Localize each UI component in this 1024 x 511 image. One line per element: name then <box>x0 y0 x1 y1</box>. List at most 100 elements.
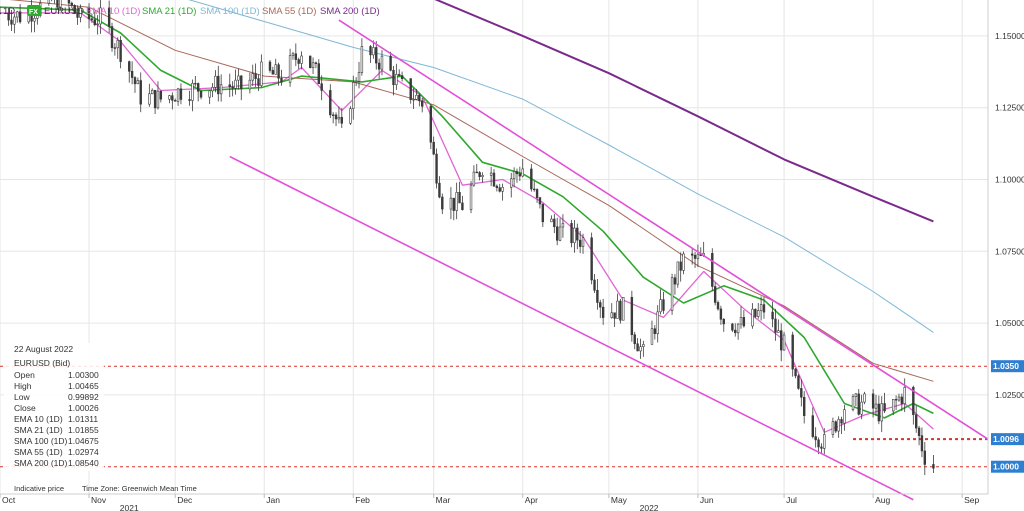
candle-body <box>917 427 921 436</box>
candle-body <box>392 69 395 86</box>
candle-body <box>860 401 863 415</box>
info-row-label: SMA 55 (1D) <box>14 447 63 457</box>
candle-body <box>119 39 122 62</box>
x-year-label: 2022 <box>640 503 659 511</box>
channel-upper-line[interactable] <box>338 19 989 440</box>
candle-body <box>777 330 780 333</box>
candle-body <box>923 450 927 465</box>
sma55-line <box>9 0 934 382</box>
candle-body <box>90 18 94 21</box>
candle-body <box>863 393 866 403</box>
info-row-label: SMA 21 (1D) <box>14 425 63 435</box>
sma200-line <box>434 0 934 223</box>
fx-badge-label: FX <box>29 9 38 16</box>
candle-body <box>576 227 579 241</box>
y-axis-ticks: 1.15000 1.12500 1.10000 1.07500 1.05000 1.025… <box>995 31 1024 400</box>
candle-body <box>110 26 114 48</box>
candle-body <box>107 7 111 27</box>
candle-body <box>415 94 418 100</box>
legend-sma21[interactable]: SMA 21 (1D) <box>142 6 196 17</box>
candle-body <box>800 388 803 398</box>
candle-body <box>495 185 499 188</box>
candle-body <box>59 0 62 8</box>
candle-body <box>47 0 51 4</box>
candle-body <box>248 79 252 90</box>
candle-body <box>719 308 723 320</box>
candle-body <box>593 279 596 291</box>
info-row-label: Close <box>14 403 36 413</box>
candle-body <box>690 253 694 256</box>
candle-body <box>754 308 757 317</box>
candle-body <box>682 253 685 271</box>
candle-body <box>555 226 559 241</box>
info-row-label: High <box>14 381 32 391</box>
info-row-label: Low <box>14 392 30 402</box>
x-tick-label: May <box>611 495 628 505</box>
channel-lower-line[interactable] <box>229 155 914 501</box>
candle-body <box>578 239 582 247</box>
candle-body <box>237 75 240 81</box>
axes <box>0 0 989 495</box>
candle-body <box>432 141 435 155</box>
candle-body <box>932 464 935 469</box>
candle-body <box>191 83 194 101</box>
candle-body <box>380 55 384 70</box>
candle-body <box>742 317 746 327</box>
candle-body <box>291 53 295 56</box>
legend-symbol[interactable]: EURUSD <box>44 6 84 17</box>
candle-body <box>734 329 737 334</box>
info-row-label: EMA 10 (1D) <box>14 414 63 424</box>
candle-body <box>851 396 855 410</box>
candle-body <box>596 289 599 303</box>
price-tag <box>991 460 1024 473</box>
candle-body <box>573 227 576 244</box>
candle-body <box>530 168 533 190</box>
candle-body <box>360 46 364 73</box>
candle-body <box>389 55 392 71</box>
candle-body <box>176 88 180 102</box>
candle-body <box>912 386 915 416</box>
candle-body <box>751 308 754 327</box>
moving-averages <box>0 0 934 433</box>
candle-body <box>794 368 797 377</box>
ohlc-info-panel: 22 August 2022 EURUSD (Bid) Open 1.00300 H… <box>4 343 104 471</box>
candle-body <box>498 187 501 192</box>
candle-body <box>642 344 645 347</box>
candle-body <box>676 261 680 285</box>
candle-body <box>452 197 455 211</box>
price-tag-label: 1.0350 <box>993 361 1019 371</box>
candle-body <box>354 80 358 83</box>
info-row-value: 1.04675 <box>68 436 99 446</box>
candle-body <box>802 396 806 416</box>
candle-body <box>271 70 275 75</box>
y-tick-label: 1.12500 <box>995 103 1024 113</box>
candle-body <box>268 61 272 71</box>
candle-body <box>214 75 217 88</box>
candle-body <box>840 419 843 424</box>
candle-body <box>70 2 74 6</box>
candle-body <box>217 75 220 95</box>
candle-body <box>883 403 886 412</box>
candle-body <box>458 192 461 204</box>
candle-body <box>93 19 96 26</box>
candle-body <box>334 114 338 120</box>
candle-body <box>116 39 119 49</box>
candle-body <box>208 90 211 98</box>
candle-body <box>780 330 783 351</box>
channel-lines[interactable] <box>229 19 989 501</box>
price-tag-label: 1.0000 <box>993 462 1019 472</box>
legend-ema10[interactable]: EMA 10 (1D) <box>86 6 140 17</box>
info-row-label: SMA 100 (1D) <box>14 436 68 446</box>
legend-sma100[interactable]: SMA 100 (1D) <box>200 6 260 17</box>
candle-body <box>251 73 254 81</box>
candle-body <box>288 55 292 83</box>
legend-sma200[interactable]: SMA 200 (1D) <box>320 6 380 17</box>
candle-body <box>475 171 478 174</box>
candle-body <box>558 226 562 241</box>
legend-sma55[interactable]: SMA 55 (1D) <box>262 6 316 17</box>
candle-body <box>156 90 160 109</box>
info-row-value: 1.00026 <box>68 403 99 413</box>
candle-body <box>240 75 243 90</box>
candle-body <box>297 59 300 64</box>
